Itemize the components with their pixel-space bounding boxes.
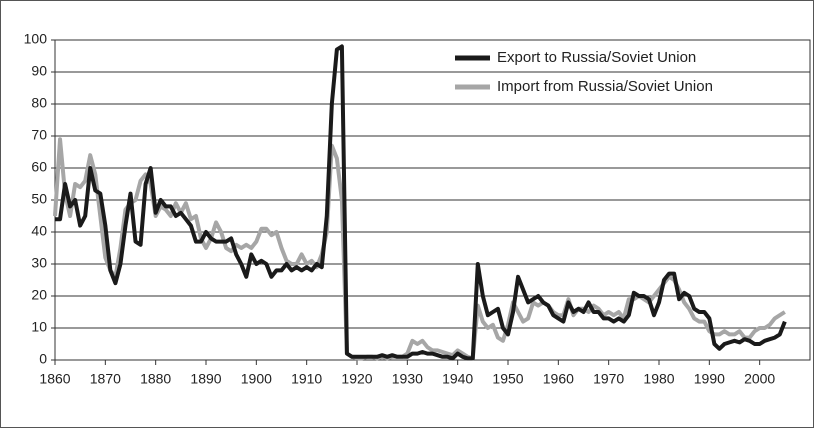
x-tick-label: 1890 bbox=[190, 371, 221, 387]
y-tick-label: 70 bbox=[31, 127, 47, 143]
y-tick-label: 0 bbox=[39, 351, 47, 367]
y-tick-label: 10 bbox=[31, 319, 47, 335]
x-tick-label: 1960 bbox=[543, 371, 574, 387]
legend-label: Export to Russia/Soviet Union bbox=[497, 49, 696, 66]
y-tick-label: 30 bbox=[31, 255, 47, 271]
y-tick-label: 80 bbox=[31, 95, 47, 111]
y-tick-label: 60 bbox=[31, 159, 47, 175]
x-tick-label: 1930 bbox=[392, 371, 423, 387]
series-line bbox=[55, 44, 787, 361]
x-tick-label: 2000 bbox=[744, 371, 775, 387]
x-tick-label: 1950 bbox=[492, 371, 523, 387]
x-tick-label: 1910 bbox=[291, 371, 322, 387]
y-tick-label: 40 bbox=[31, 223, 47, 239]
x-tick-label: 1860 bbox=[39, 371, 70, 387]
x-tick-label: 1990 bbox=[694, 371, 725, 387]
legend-label: Import from Russia/Soviet Union bbox=[497, 78, 713, 95]
x-tick-label: 1940 bbox=[442, 371, 473, 387]
y-tick-label: 90 bbox=[31, 63, 47, 79]
x-tick-label: 1880 bbox=[140, 371, 171, 387]
x-tick-label: 1970 bbox=[593, 371, 624, 387]
y-tick-label: 50 bbox=[31, 191, 47, 207]
x-tick-label: 1920 bbox=[341, 371, 372, 387]
y-tick-label: 20 bbox=[31, 287, 47, 303]
x-tick-label: 1870 bbox=[90, 371, 121, 387]
series-line bbox=[53, 137, 786, 361]
x-tick-label: 1900 bbox=[241, 371, 272, 387]
x-tick-label: 1980 bbox=[643, 371, 674, 387]
y-tick-label: 100 bbox=[24, 31, 48, 47]
